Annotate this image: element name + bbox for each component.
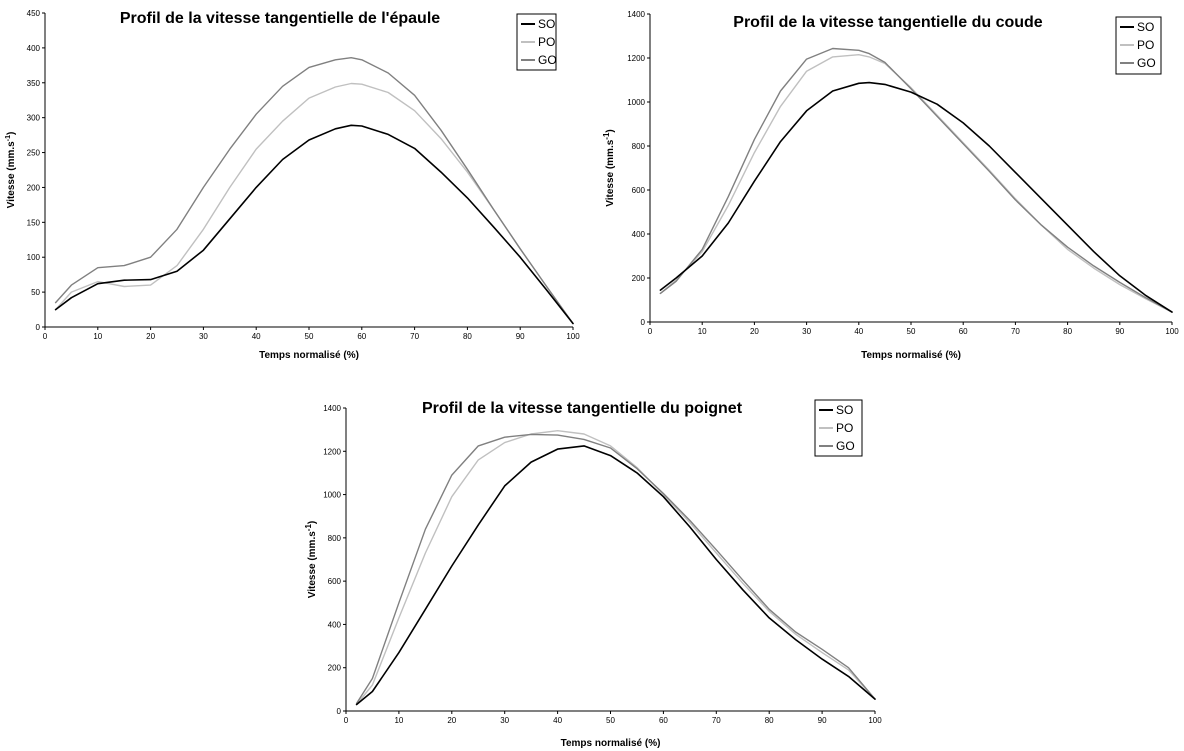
x-axis-title: Temps normalisé (%) bbox=[259, 350, 359, 361]
legend-label-po: PO bbox=[836, 421, 853, 435]
x-tick-label: 30 bbox=[802, 327, 811, 336]
x-tick-label: 100 bbox=[1165, 327, 1179, 336]
x-tick-label: 30 bbox=[199, 332, 208, 341]
y-tick-label: 300 bbox=[27, 114, 41, 123]
x-tick-label: 20 bbox=[750, 327, 759, 336]
y-tick-label: 150 bbox=[27, 218, 41, 227]
x-tick-label: 100 bbox=[566, 332, 580, 341]
y-tick-label: 600 bbox=[328, 577, 342, 586]
y-axis-title-end: ) bbox=[605, 129, 616, 132]
x-tick-label: 10 bbox=[93, 332, 102, 341]
chart-epaule: Profil de la vitesse tangentielle de l'é… bbox=[5, 9, 580, 361]
y-tick-label: 1200 bbox=[627, 54, 645, 63]
series-line-go bbox=[659, 47, 1173, 313]
x-tick-label: 60 bbox=[357, 332, 366, 341]
y-tick-label: 1000 bbox=[627, 98, 645, 107]
y-axis-title-exponent: -1 bbox=[602, 132, 611, 140]
x-tick-label: 90 bbox=[818, 716, 827, 725]
y-tick-label: 0 bbox=[641, 318, 646, 327]
y-axis-title-end: ) bbox=[307, 521, 318, 524]
y-tick-label: 1400 bbox=[627, 10, 645, 19]
x-tick-label: 40 bbox=[252, 332, 261, 341]
x-tick-label: 80 bbox=[463, 332, 472, 341]
x-tick-label: 70 bbox=[712, 716, 721, 725]
y-axis-title: Vitesse (mm.s-1) bbox=[5, 132, 17, 209]
legend-label-go: GO bbox=[538, 53, 557, 67]
legend-label-so: SO bbox=[1137, 20, 1154, 34]
y-tick-label: 200 bbox=[328, 664, 342, 673]
legend-label-go: GO bbox=[1137, 56, 1156, 70]
x-axis-title: Temps normalisé (%) bbox=[861, 350, 961, 361]
y-tick-label: 200 bbox=[27, 183, 41, 192]
chart-title: Profil de la vitesse tangentielle du poi… bbox=[422, 400, 743, 417]
legend: SO PO GO bbox=[516, 13, 557, 71]
x-tick-label: 10 bbox=[394, 716, 403, 725]
y-tick-label: 400 bbox=[632, 230, 646, 239]
series-line-po bbox=[54, 82, 574, 325]
series-line-so bbox=[355, 445, 876, 706]
y-tick-label: 400 bbox=[328, 620, 342, 629]
chart-coude: Profil de la vitesse tangentielle du cou… bbox=[602, 10, 1179, 361]
x-tick-label: 20 bbox=[146, 332, 155, 341]
x-tick-label: 60 bbox=[959, 327, 968, 336]
y-tick-label: 200 bbox=[632, 274, 646, 283]
series-line-so bbox=[659, 81, 1173, 313]
chart-poignet: Profil de la vitesse tangentielle du poi… bbox=[304, 399, 882, 749]
series-line-po bbox=[355, 430, 876, 706]
x-tick-label: 50 bbox=[305, 332, 314, 341]
y-tick-label: 800 bbox=[632, 142, 646, 151]
y-axis-title-end: ) bbox=[6, 132, 17, 135]
y-tick-label: 800 bbox=[328, 534, 342, 543]
legend-label-go: GO bbox=[836, 439, 855, 453]
series-line-go bbox=[54, 57, 574, 325]
y-tick-label: 1400 bbox=[323, 404, 341, 413]
y-tick-label: 450 bbox=[27, 9, 41, 18]
y-tick-label: 100 bbox=[27, 253, 41, 262]
y-tick-label: 350 bbox=[27, 79, 41, 88]
x-tick-label: 40 bbox=[854, 327, 863, 336]
x-tick-label: 0 bbox=[344, 716, 349, 725]
x-tick-label: 10 bbox=[698, 327, 707, 336]
legend: SO PO GO bbox=[814, 399, 863, 457]
legend-label-so: SO bbox=[836, 403, 853, 417]
y-tick-label: 0 bbox=[36, 323, 41, 332]
y-tick-label: 400 bbox=[27, 44, 41, 53]
x-tick-label: 90 bbox=[516, 332, 525, 341]
x-tick-label: 80 bbox=[765, 716, 774, 725]
x-tick-label: 70 bbox=[1011, 327, 1020, 336]
x-tick-label: 50 bbox=[606, 716, 615, 725]
y-tick-label: 250 bbox=[27, 149, 41, 158]
x-tick-label: 20 bbox=[447, 716, 456, 725]
y-tick-label: 600 bbox=[632, 186, 646, 195]
y-axis-title: Vitesse (mm.s-1) bbox=[304, 521, 318, 599]
legend-label-po: PO bbox=[1137, 38, 1154, 52]
x-tick-label: 100 bbox=[868, 716, 882, 725]
series-line-so bbox=[54, 124, 574, 325]
x-tick-label: 80 bbox=[1063, 327, 1072, 336]
y-axis-title-exponent: -1 bbox=[304, 524, 313, 532]
y-tick-label: 1000 bbox=[323, 491, 341, 500]
legend: SO PO GO bbox=[1115, 16, 1162, 75]
y-axis-title-exponent: -1 bbox=[5, 135, 12, 141]
x-tick-label: 40 bbox=[553, 716, 562, 725]
x-tick-label: 30 bbox=[500, 716, 509, 725]
y-tick-label: 1200 bbox=[323, 447, 341, 456]
y-axis-title: Vitesse (mm.s-1) bbox=[602, 129, 616, 207]
x-tick-label: 0 bbox=[43, 332, 48, 341]
x-tick-label: 70 bbox=[410, 332, 419, 341]
y-tick-label: 0 bbox=[337, 707, 342, 716]
x-tick-label: 50 bbox=[907, 327, 916, 336]
x-tick-label: 60 bbox=[659, 716, 668, 725]
y-tick-label: 50 bbox=[31, 288, 40, 297]
legend-label-po: PO bbox=[538, 35, 555, 49]
x-tick-label: 0 bbox=[648, 327, 653, 336]
legend-label-so: SO bbox=[538, 17, 555, 31]
chart-title: Profil de la vitesse tangentielle du cou… bbox=[733, 14, 1043, 31]
x-tick-label: 90 bbox=[1115, 327, 1124, 336]
series-line-go bbox=[355, 433, 876, 705]
chart-title: Profil de la vitesse tangentielle de l'é… bbox=[120, 10, 440, 27]
x-axis-title: Temps normalisé (%) bbox=[561, 738, 661, 749]
